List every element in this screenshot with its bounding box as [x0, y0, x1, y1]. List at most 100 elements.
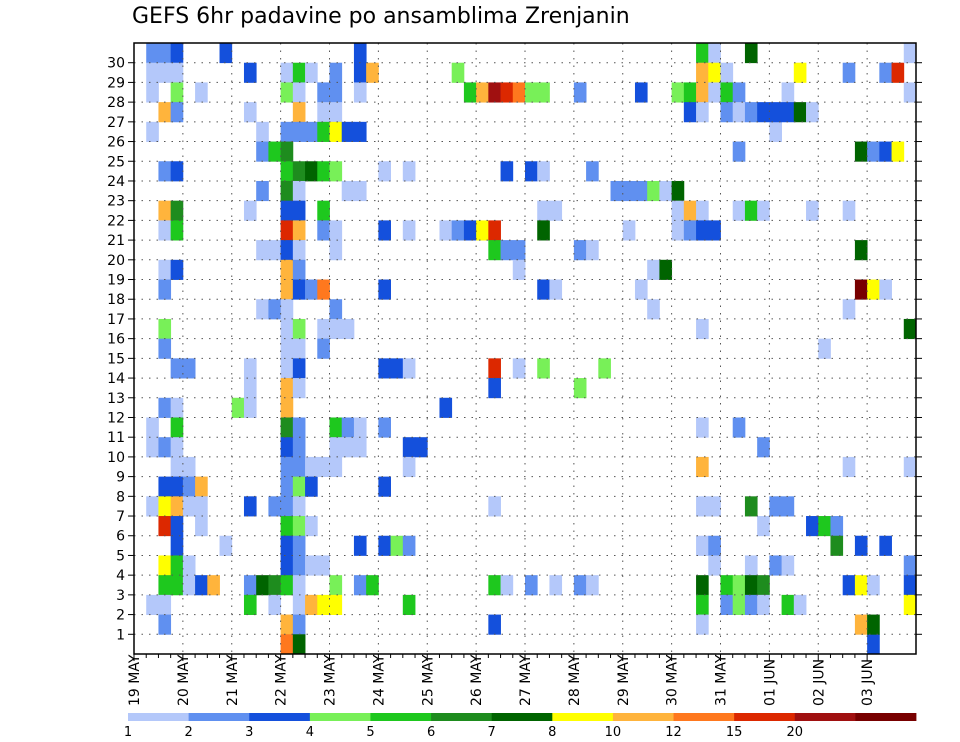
- heatmap-cell: [243, 397, 257, 418]
- heatmap-cell: [671, 200, 685, 221]
- heatmap-cell: [671, 82, 685, 103]
- heatmap-cell: [525, 575, 538, 596]
- heatmap-cell: [182, 358, 196, 379]
- heatmap-cell: [243, 496, 257, 517]
- heatmap-cell: [329, 121, 343, 142]
- heatmap-cell: [903, 82, 917, 103]
- grid-layer: [134, 43, 916, 654]
- heatmap-cell: [720, 594, 734, 615]
- y-tick-label: 22: [107, 213, 125, 229]
- legend-label: 1: [124, 725, 132, 740]
- heatmap-cell: [732, 575, 746, 596]
- heatmap-cell: [500, 82, 514, 103]
- y-tick-label: 30: [107, 56, 125, 72]
- heatmap-cell: [317, 318, 330, 340]
- heatmap-cell: [402, 161, 416, 182]
- heatmap-cell: [708, 496, 721, 517]
- heatmap-cell: [781, 82, 795, 103]
- heatmap-cell: [280, 279, 294, 300]
- heatmap-cell: [243, 575, 257, 596]
- y-tick-label: 9: [116, 470, 125, 486]
- heatmap-cell: [280, 476, 294, 497]
- heatmap-cell: [683, 220, 697, 241]
- heatmap-cell: [537, 358, 550, 379]
- heatmap-cell: [256, 240, 269, 261]
- heatmap-cell: [732, 82, 746, 103]
- heatmap-cell: [317, 121, 330, 142]
- heatmap-cell: [317, 220, 330, 241]
- heatmap-cell: [586, 161, 599, 182]
- heatmap-cell: [280, 437, 294, 458]
- heatmap-cell: [842, 299, 856, 320]
- heatmap-cell: [488, 220, 501, 241]
- heatmap-cell: [280, 141, 294, 162]
- legend-label: 2: [184, 725, 192, 740]
- heatmap-cell: [757, 575, 770, 596]
- heatmap-cell: [867, 614, 880, 635]
- heatmap-cell: [537, 220, 550, 241]
- heatmap-cell: [292, 259, 306, 280]
- heatmap-cell: [329, 417, 343, 438]
- heatmap-cell: [305, 476, 318, 497]
- heatmap-cell: [292, 62, 306, 83]
- heatmap-cell: [390, 535, 404, 556]
- heatmap-cell: [158, 614, 172, 635]
- heatmap-cell: [170, 259, 184, 280]
- heatmap-cell: [292, 417, 306, 438]
- heatmap-cell: [146, 437, 159, 458]
- heatmap-cell: [744, 555, 758, 576]
- x-tick-label: 03 JUN: [860, 659, 876, 706]
- heatmap-cell: [158, 496, 172, 517]
- heatmap-cell: [769, 496, 782, 517]
- heatmap-cell: [744, 200, 758, 221]
- heatmap-cell: [292, 279, 306, 300]
- heatmap-cell: [586, 575, 599, 596]
- heatmap-cell: [268, 594, 282, 615]
- heatmap-cell: [879, 62, 892, 83]
- x-tick-label: 22 MAY: [274, 654, 290, 706]
- y-tick-label: 15: [107, 351, 125, 367]
- heatmap-cell: [280, 259, 294, 280]
- heatmap-cell: [720, 102, 734, 123]
- heatmap-cell: [292, 121, 306, 142]
- heatmap-cell: [903, 456, 917, 478]
- heatmap-cell: [292, 318, 306, 340]
- heatmap-cell: [549, 575, 563, 596]
- heatmap-cell: [243, 378, 257, 399]
- heatmap-cell: [488, 496, 501, 517]
- heatmap-cell: [305, 279, 318, 300]
- heatmap-cell: [280, 358, 294, 379]
- heatmap-cell: [903, 318, 917, 340]
- heatmap-cell: [830, 516, 844, 537]
- heatmap-cell: [243, 358, 257, 379]
- x-tick-label: 25 MAY: [420, 654, 436, 706]
- heatmap-cell: [195, 476, 208, 497]
- heatmap-cell: [292, 614, 306, 635]
- heatmap-cell: [634, 82, 648, 103]
- heatmap-cell: [842, 575, 856, 596]
- heatmap-cell: [500, 161, 514, 182]
- y-tick-label: 13: [107, 391, 125, 407]
- heatmap-cell: [353, 82, 367, 103]
- heatmap-cell: [353, 437, 367, 458]
- heatmap-cell: [280, 121, 294, 142]
- heatmap-cell: [280, 161, 294, 182]
- heatmap-cell: [378, 535, 391, 556]
- heatmap-cell: [341, 318, 355, 340]
- heatmap-cell: [329, 437, 343, 458]
- heatmap-cell: [170, 43, 184, 64]
- heatmap-cell: [854, 575, 868, 596]
- heatmap-cell: [488, 240, 501, 261]
- heatmap-cell: [158, 437, 172, 458]
- heatmap-cell: [305, 555, 318, 576]
- heatmap-cell: [879, 535, 892, 556]
- heatmap-cell: [292, 594, 306, 615]
- heatmap-cell: [256, 141, 269, 162]
- y-tick-label: 28: [107, 95, 125, 111]
- heatmap-cell: [757, 594, 770, 615]
- legend-label: 5: [366, 725, 374, 740]
- heatmap-cell: [305, 594, 318, 615]
- heatmap-cell: [292, 456, 306, 478]
- heatmap-cell: [292, 516, 306, 537]
- heatmap-cell: [744, 575, 758, 596]
